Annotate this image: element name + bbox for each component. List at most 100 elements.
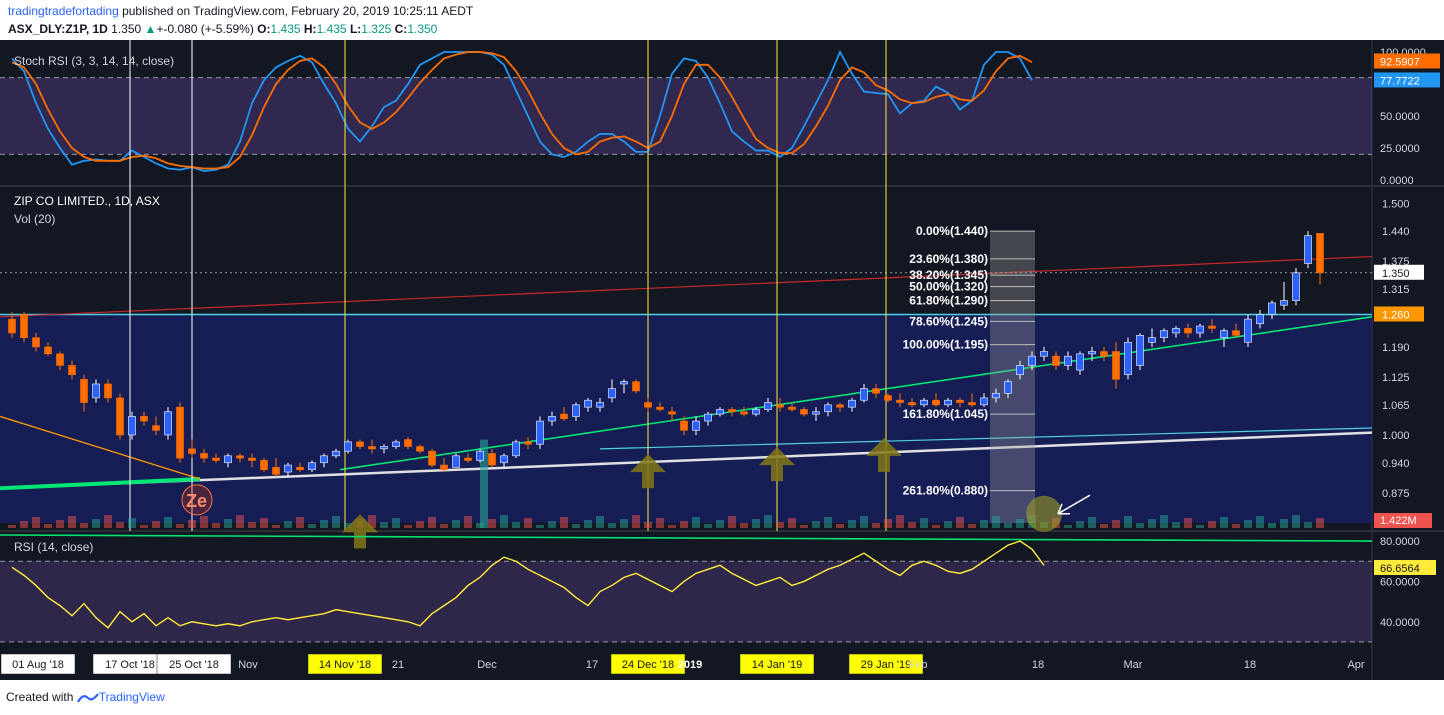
volume-bar <box>332 516 340 528</box>
volume-value: 1.422M <box>1380 515 1417 527</box>
volume-bar <box>116 522 124 528</box>
candle-body <box>1292 272 1300 301</box>
candle-body <box>20 314 28 338</box>
volume-bar <box>248 522 256 528</box>
rsi-title: RSI (14, close) <box>14 540 93 554</box>
x-axis-label: Nov <box>238 659 258 671</box>
price-tick: 1.000 <box>1382 430 1410 442</box>
candle-body <box>452 455 460 468</box>
author-link[interactable]: tradingtradefortading <box>8 4 119 18</box>
candle-body <box>1304 235 1312 264</box>
candle-body <box>284 464 292 473</box>
volume-bar <box>1208 521 1216 528</box>
volume-bar <box>800 525 808 528</box>
candle-body <box>1184 328 1192 334</box>
candle-body <box>440 464 448 471</box>
candle-body <box>32 337 40 348</box>
candle-body <box>1280 300 1288 306</box>
volume-bar <box>236 515 244 528</box>
volume-bar <box>680 521 688 528</box>
stoch-d-line <box>11 51 1033 170</box>
arrow-up-icon <box>630 454 666 489</box>
stoch-k-line <box>11 49 1033 172</box>
volume-bar <box>764 515 772 528</box>
publish-info: published on TradingView.com, February 2… <box>118 4 474 18</box>
volume-bar <box>440 524 448 528</box>
chart-svg[interactable]: Stoch RSI (3, 3, 14, 14, close)100.00005… <box>0 40 1444 680</box>
green-base-line <box>0 476 201 491</box>
stoch-band <box>0 77 1372 155</box>
x-axis-tag <box>156 653 232 675</box>
volume-bar <box>1124 516 1132 528</box>
fib-level-label: 23.60%(1.380) <box>909 252 988 266</box>
candle-body <box>1088 351 1096 355</box>
candle-body <box>860 388 868 401</box>
candle-body <box>344 441 352 452</box>
change-arrow-icon: ▲ <box>144 22 157 36</box>
volume-bar <box>452 520 460 528</box>
symbol-label: ASX_DLY:Z1P, 1D <box>8 22 108 36</box>
volume-bar <box>1196 525 1204 528</box>
candle-body <box>1232 330 1240 336</box>
volume-bar <box>80 523 88 528</box>
volume-bar <box>380 522 388 528</box>
x-axis-label: 25 Oct '18 <box>169 659 219 671</box>
low-value: 1.325 <box>361 22 392 36</box>
volume-bar <box>716 520 724 528</box>
candle-body <box>1148 337 1156 343</box>
candle-body <box>692 420 700 431</box>
volume-bar <box>836 524 844 528</box>
volume-bar <box>512 522 520 528</box>
volume-bar <box>632 515 640 528</box>
price-tick: 1.065 <box>1382 400 1410 412</box>
volume-bar <box>200 516 208 528</box>
candle-body <box>620 381 628 385</box>
x-axis-tag <box>610 653 686 675</box>
chart-container[interactable]: Stoch RSI (3, 3, 14, 14, close) 100.0000 5… <box>0 40 1444 680</box>
candle-body <box>896 399 904 403</box>
candle-body <box>944 399 952 406</box>
volume-bar <box>392 518 400 528</box>
fib-level-label: 50.00%(1.320) <box>909 280 988 294</box>
candle-body <box>320 455 328 464</box>
candle-body <box>608 388 616 399</box>
candle-body <box>248 457 256 461</box>
zip-logo-text: Ze <box>186 491 207 511</box>
fib-level-label: 61.80%(1.290) <box>909 294 988 308</box>
volume-bar <box>872 523 880 528</box>
volume-bar <box>1148 519 1156 528</box>
x-axis-tag <box>848 653 924 675</box>
stoch-last-value: 92.5907 <box>1380 56 1420 68</box>
price-tick: 1.125 <box>1382 372 1410 384</box>
candle-body <box>872 388 880 394</box>
tradingview-link[interactable]: TradingView <box>98 690 165 704</box>
candle-body <box>1136 335 1144 366</box>
arrow-up-icon <box>342 514 378 549</box>
stoch-tick: 50.0000 <box>1380 111 1420 123</box>
zip-logo <box>181 484 213 516</box>
volume-bar <box>1088 517 1096 528</box>
volume-bar <box>140 525 148 528</box>
candle-body <box>356 441 364 447</box>
volume-bar <box>68 516 76 528</box>
open-label: O: <box>257 22 271 36</box>
high-value: 1.435 <box>316 22 347 36</box>
volume-bar <box>824 517 832 528</box>
x-axis-tag <box>0 653 76 675</box>
candle-body <box>548 416 556 422</box>
stoch-last-tag <box>1374 72 1440 88</box>
candle-body <box>1052 355 1060 366</box>
volume-bar <box>584 520 592 528</box>
candle-body <box>1076 353 1084 371</box>
volume-bar <box>656 518 664 528</box>
volume-bar <box>404 525 412 528</box>
volume-bar <box>1076 521 1084 528</box>
candle-body <box>680 420 688 431</box>
x-axis-label: 17 <box>586 659 598 671</box>
volume-bar <box>1184 518 1192 528</box>
rsi-last-value: 66.6564 <box>1380 563 1420 575</box>
x-axis-label: 18 <box>1244 659 1256 671</box>
volume-bar <box>500 515 508 528</box>
x-axis-label: 14 Jan '19 <box>752 659 802 671</box>
tradingview-logo-icon <box>76 693 99 703</box>
